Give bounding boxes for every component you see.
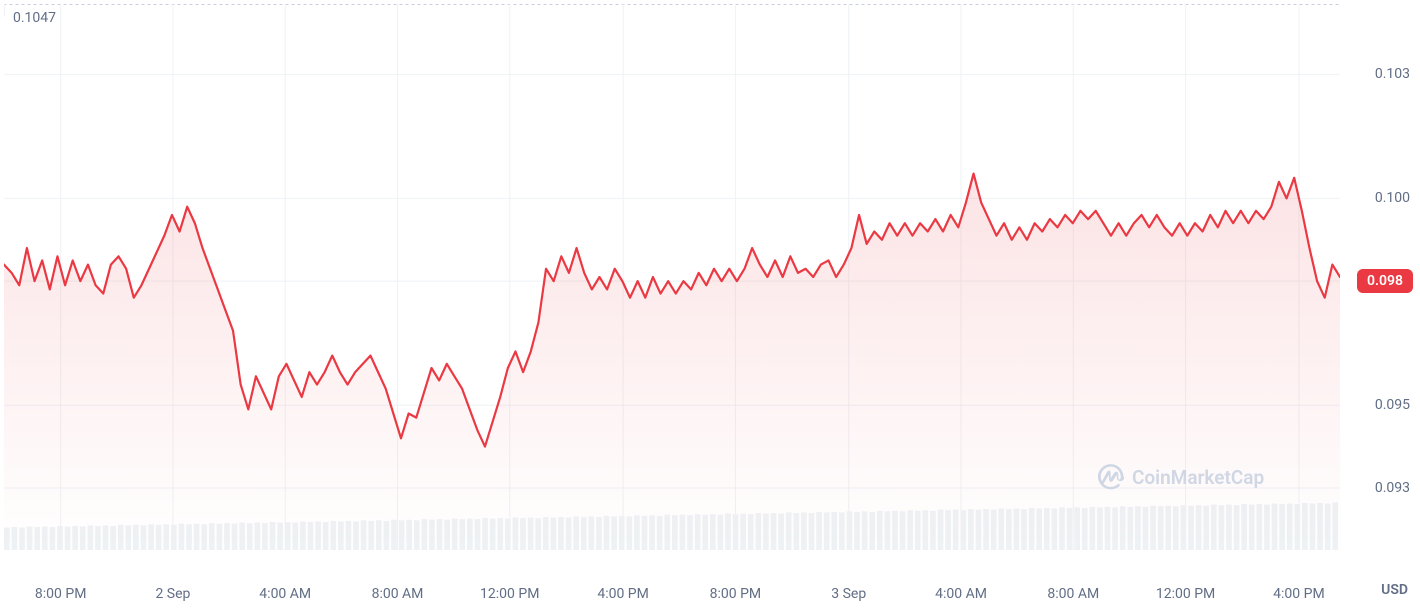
y-tick-label: 0.100 xyxy=(1375,190,1410,206)
x-tick-label: 12:00 PM xyxy=(1156,586,1215,602)
x-tick-label: 4:00 AM xyxy=(259,586,311,602)
x-tick-label: 4:00 PM xyxy=(597,586,649,602)
x-tick-label: 4:00 PM xyxy=(1273,586,1325,602)
x-tick-label: 3 Sep xyxy=(831,586,866,602)
y-tick-label: 0.093 xyxy=(1375,480,1410,496)
coinmarketcap-logo-icon xyxy=(1098,464,1124,490)
y-tick-label: 0.103 xyxy=(1375,66,1410,82)
period-high-label: 0.1047 xyxy=(13,10,56,26)
currency-unit-label: USD xyxy=(1381,582,1408,598)
x-tick-label: 8:00 AM xyxy=(372,586,424,602)
x-tick-label: 8:00 AM xyxy=(1047,586,1099,602)
x-tick-label: 4:00 AM xyxy=(935,586,987,602)
x-tick-label: 8:00 PM xyxy=(35,586,87,602)
x-axis: 8:00 PM 2 Sep 4:00 AM 8:00 AM 12:00 PM 4:00 P… xyxy=(4,572,1340,612)
price-chart[interactable]: 0.1047 0.103 0.100 0.098 0.095 0.093 8:00 PM… xyxy=(0,0,1420,612)
y-tick-label: 0.095 xyxy=(1375,397,1410,413)
coinmarketcap-watermark: CoinMarketCap xyxy=(1098,464,1264,490)
watermark-text: CoinMarketCap xyxy=(1132,466,1264,489)
x-tick-label: 8:00 PM xyxy=(710,586,762,602)
x-tick-label: 12:00 PM xyxy=(480,586,539,602)
current-price-badge: 0.098 xyxy=(1357,269,1413,293)
x-tick-label: 2 Sep xyxy=(155,586,190,602)
